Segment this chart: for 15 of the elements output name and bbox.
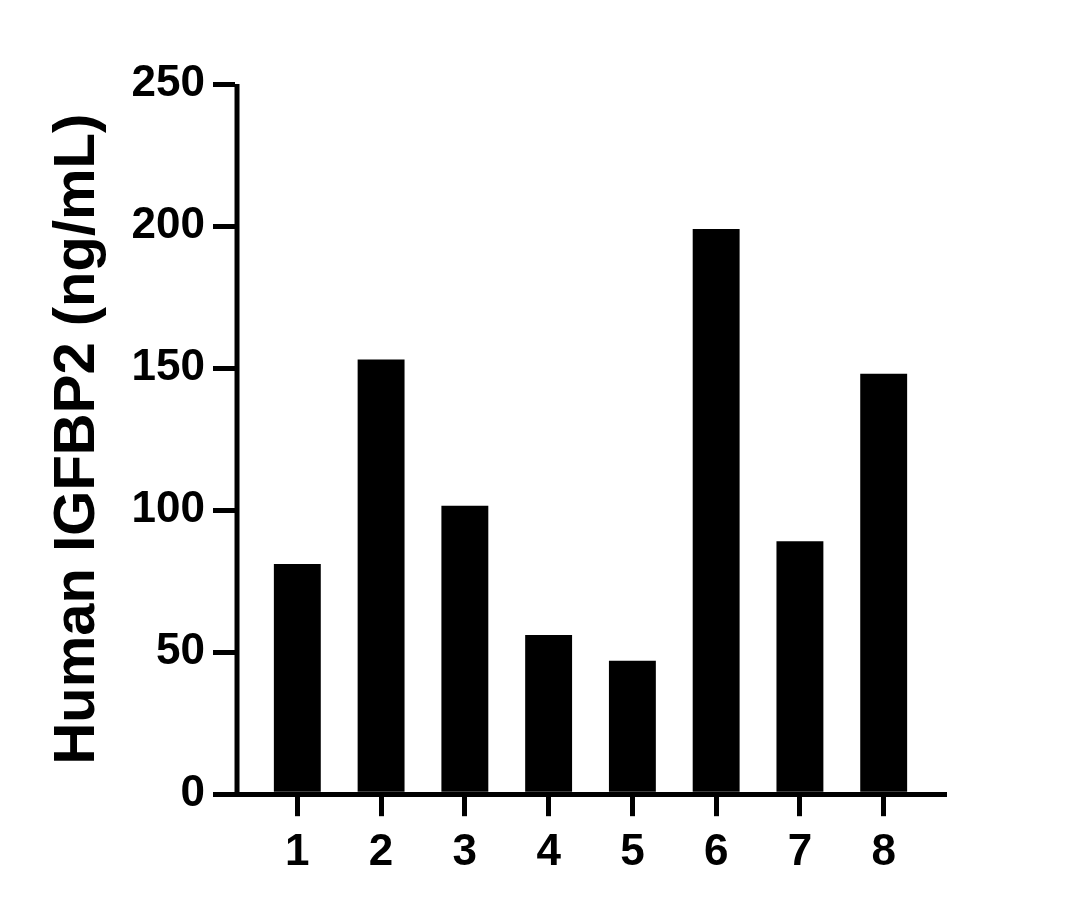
y-tick-label: 50 xyxy=(156,624,206,674)
x-tick-label: 7 xyxy=(787,824,813,874)
x-tick-label: 3 xyxy=(452,824,478,874)
x-tick-label: 8 xyxy=(871,824,896,874)
y-tick-label: 250 xyxy=(131,56,206,106)
x-tick-label: 2 xyxy=(368,824,394,874)
x-tick-label: 1 xyxy=(285,824,310,874)
y-axis-title: Human IGFBP2 (ng/mL) xyxy=(40,113,106,765)
y-tick-label: 150 xyxy=(131,340,206,390)
y-tick-label: 0 xyxy=(180,766,206,816)
y-tick-label: 200 xyxy=(131,198,206,248)
x-tick-label: 5 xyxy=(620,824,645,874)
x-tick-label: 4 xyxy=(536,824,562,874)
y-tick-label: 100 xyxy=(131,482,206,532)
x-tick-label: 6 xyxy=(703,824,729,874)
